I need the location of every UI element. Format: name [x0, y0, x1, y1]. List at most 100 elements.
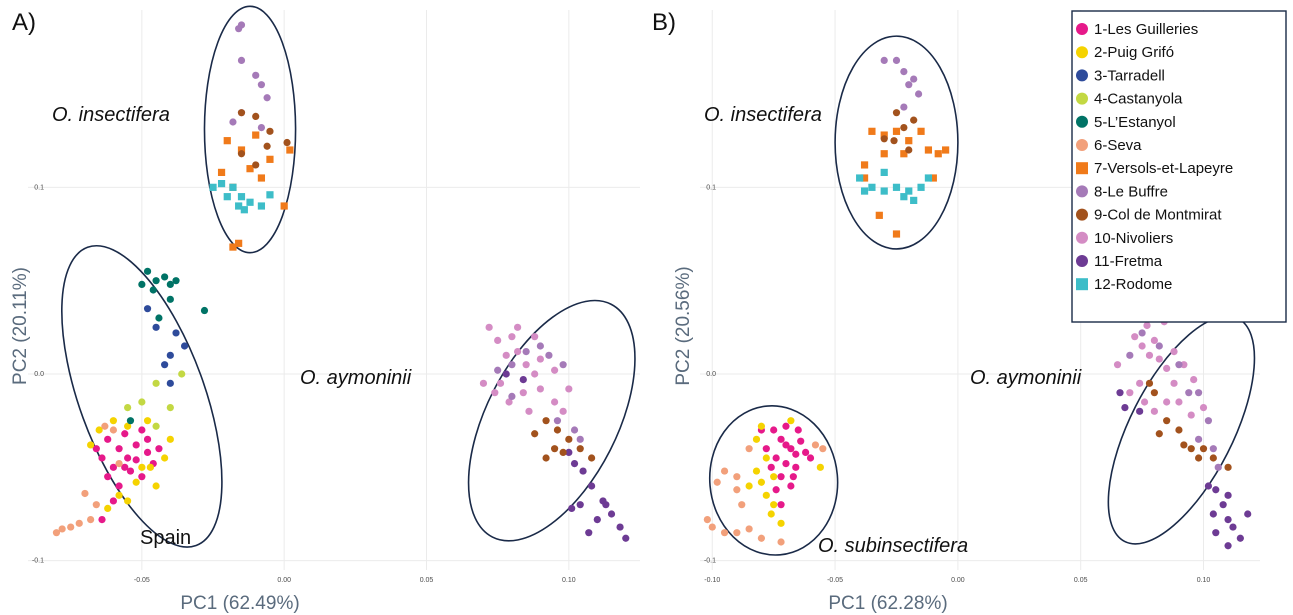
- data-point-11-fretma: [1204, 482, 1213, 490]
- data-point-2-puig-grif: [752, 467, 761, 475]
- data-point-2-puig-grif: [745, 482, 753, 490]
- data-point-5-l-estanyol: [152, 277, 160, 285]
- data-point-9-col-de-montmirat: [1194, 454, 1203, 462]
- legend-marker-12-rodome: [1076, 278, 1088, 291]
- data-point-2-puig-grif: [115, 491, 123, 499]
- data-point-12-rodome: [905, 187, 913, 195]
- data-point-11-fretma: [565, 448, 573, 456]
- data-point-1-les-guilleries: [132, 456, 140, 464]
- data-point-8-le-buffre: [229, 118, 237, 126]
- data-point-10-nivoliers: [1175, 398, 1183, 406]
- data-point-1-les-guilleries: [104, 435, 112, 443]
- data-point-1-les-guilleries: [792, 463, 800, 471]
- legend-marker-8-le-buffre: [1076, 185, 1088, 198]
- data-point-11-fretma: [1224, 491, 1232, 499]
- data-point-4-castanyola: [152, 422, 160, 430]
- data-point-5-l-estanyol: [200, 306, 209, 315]
- data-point-9-col-de-montmirat: [283, 138, 291, 147]
- data-point-1-les-guilleries: [109, 463, 117, 471]
- data-point-12-rodome: [910, 196, 918, 204]
- data-point-12-rodome: [917, 183, 925, 191]
- data-point-1-les-guilleries: [124, 454, 132, 462]
- data-point-10-nivoliers: [502, 351, 510, 359]
- data-point-1-les-guilleries: [121, 430, 129, 438]
- data-point-6-seva: [819, 445, 827, 453]
- data-point-8-le-buffre: [508, 361, 516, 369]
- legend-label-7-versols-et-lapeyre: 7-Versols-et-Lapeyre: [1094, 160, 1233, 177]
- data-point-5-l-estanyol: [155, 314, 163, 322]
- data-point-12-rodome: [880, 168, 888, 176]
- legend-marker-3-tarradell: [1076, 69, 1088, 82]
- legend-marker-6-seva: [1076, 139, 1088, 151]
- data-point-9-col-de-montmirat: [1187, 445, 1195, 453]
- data-point-8-le-buffre: [910, 75, 918, 83]
- legend-label-12-rodome: 12-Rodome: [1094, 276, 1172, 293]
- data-point-9-col-de-montmirat: [1175, 426, 1183, 434]
- panel-b-ellipses: [708, 35, 1256, 556]
- data-point-2-puig-grif: [770, 473, 778, 481]
- panel-a-annotation-spain: Spain: [140, 527, 191, 549]
- data-point-7-versols-et-lapeyre: [900, 150, 908, 158]
- data-point-2-puig-grif: [124, 422, 132, 430]
- data-point-9-col-de-montmirat: [1150, 389, 1158, 397]
- panel-b-annotation-o-insectifera: O. insectifera: [704, 104, 822, 126]
- data-point-1-les-guilleries: [92, 445, 100, 453]
- data-point-6-seva: [733, 529, 741, 537]
- data-point-3-tarradell: [166, 351, 174, 359]
- data-point-7-versols-et-lapeyre: [229, 243, 237, 251]
- data-point-2-puig-grif: [152, 482, 160, 490]
- legend-label-4-castanyola: 4-Castanyola: [1094, 91, 1183, 108]
- data-point-8-le-buffre: [1194, 389, 1203, 397]
- y-tick-label: -0.1: [704, 558, 716, 565]
- data-point-7-versols-et-lapeyre: [286, 146, 294, 154]
- data-point-7-versols-et-lapeyre: [280, 202, 288, 210]
- data-point-10-nivoliers: [519, 389, 527, 397]
- cluster-ellipse-o-aymoninii: [467, 299, 636, 542]
- data-point-1-les-guilleries: [138, 473, 146, 481]
- data-point-1-les-guilleries: [782, 460, 790, 468]
- data-point-9-col-de-montmirat: [880, 135, 888, 143]
- data-point-11-fretma: [622, 534, 630, 542]
- data-point-6-seva: [81, 489, 89, 498]
- data-point-8-le-buffre: [1194, 435, 1203, 443]
- legend-label-3-tarradell: 3-Tarradell: [1094, 67, 1165, 84]
- cluster-ellipse-spain: [61, 244, 223, 548]
- data-point-12-rodome: [868, 183, 876, 191]
- panel-a-y-axis-title: PC2 (20.11%): [10, 267, 31, 385]
- data-point-1-les-guilleries: [126, 467, 135, 475]
- data-point-6-seva: [92, 501, 100, 509]
- data-point-2-puig-grif: [138, 463, 146, 471]
- data-point-7-versols-et-lapeyre: [880, 150, 888, 158]
- data-point-11-fretma: [576, 501, 584, 509]
- data-point-3-tarradell: [172, 329, 180, 337]
- data-point-12-rodome: [223, 193, 231, 201]
- data-point-10-nivoliers: [479, 379, 488, 387]
- data-point-8-le-buffre: [1175, 361, 1183, 369]
- data-point-9-col-de-montmirat: [542, 454, 550, 462]
- data-point-10-nivoliers: [1163, 398, 1171, 406]
- data-point-9-col-de-montmirat: [237, 109, 246, 117]
- data-point-8-le-buffre: [252, 71, 260, 79]
- y-tick-label: 0.1: [34, 184, 44, 191]
- x-tick-label: 0.00: [277, 577, 291, 584]
- data-point-10-nivoliers: [531, 370, 539, 378]
- data-point-7-versols-et-lapeyre: [924, 146, 933, 154]
- data-point-12-rodome: [246, 198, 254, 206]
- data-point-10-nivoliers: [1187, 411, 1195, 419]
- data-point-4-castanyola: [152, 379, 160, 387]
- data-point-1-les-guilleries: [143, 435, 152, 443]
- data-point-3-tarradell: [143, 305, 152, 313]
- legend-label-5-l-estanyol: 5-L’Estanyol: [1094, 114, 1176, 131]
- data-point-6-seva: [811, 441, 820, 449]
- data-point-5-l-estanyol: [166, 280, 174, 288]
- y-tick-label: 0.1: [706, 184, 716, 191]
- data-point-9-col-de-montmirat: [551, 445, 559, 453]
- data-point-11-fretma: [616, 523, 624, 531]
- data-point-2-puig-grif: [757, 478, 766, 486]
- panel-b-annotation-o-subinsectifera: O. subinsectifera: [818, 535, 968, 557]
- data-point-8-le-buffre: [263, 94, 271, 102]
- data-point-12-rodome: [217, 180, 226, 188]
- data-point-10-nivoliers: [1199, 404, 1208, 412]
- data-point-9-col-de-montmirat: [1209, 454, 1217, 462]
